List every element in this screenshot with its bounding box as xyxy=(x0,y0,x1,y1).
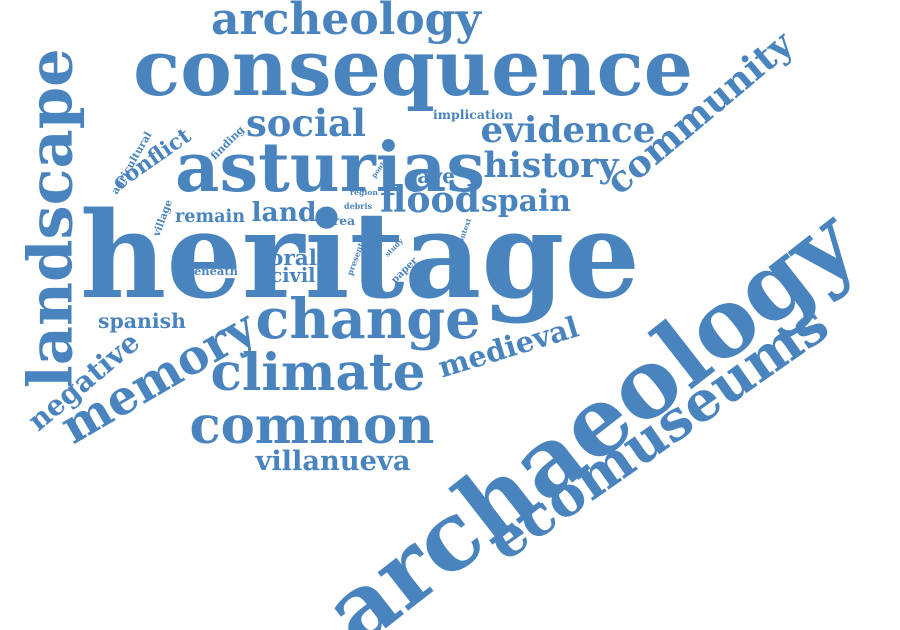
word-archeology: archeology xyxy=(211,0,481,45)
word-implication: implication xyxy=(433,106,513,122)
word-civil: civil xyxy=(270,264,316,288)
word-area: area xyxy=(325,213,355,228)
word-beneath: beneath xyxy=(186,264,238,279)
word-region: region xyxy=(350,188,378,198)
word-history: history xyxy=(483,145,619,186)
word-consequence: consequence xyxy=(133,23,693,115)
word-villanueva: villanueva xyxy=(255,445,411,478)
word-evidence: evidence xyxy=(480,109,656,152)
word-common: common xyxy=(189,396,435,457)
word-social: social xyxy=(246,100,366,145)
word-remain: remain xyxy=(175,206,246,228)
word-climate: climate xyxy=(210,343,426,404)
word-oral: oral xyxy=(269,246,317,272)
word-debris: debris xyxy=(344,201,372,211)
word-heritage: heritage xyxy=(80,185,640,326)
word-spanish: spanish xyxy=(98,308,186,333)
word-land: land xyxy=(251,196,317,228)
word-spain: spain xyxy=(481,184,571,220)
word-change: change xyxy=(255,287,481,353)
word-cave: cave xyxy=(405,163,455,188)
word-landscape: landscape xyxy=(15,48,87,388)
word-flood: flood xyxy=(380,177,480,221)
word-asturias: asturias xyxy=(175,127,485,208)
